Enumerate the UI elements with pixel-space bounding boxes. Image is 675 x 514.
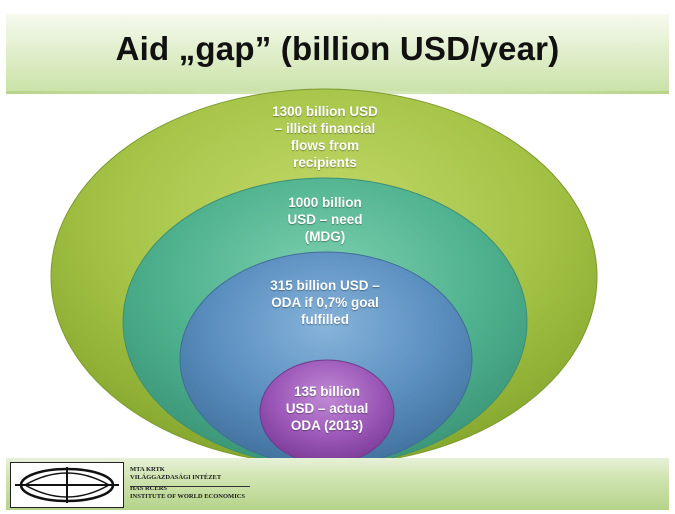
footer-band: MTA KRTK VILÁGGAZDASÁGI INTÉZET HAS RCER… <box>6 458 669 510</box>
label-line: ODA if 0,7% goal <box>271 295 379 310</box>
institute-name: MTA KRTK VILÁGGAZDASÁGI INTÉZET HAS RCER… <box>130 466 245 500</box>
institute-line: INSTITUTE OF WORLD ECONOMICS <box>130 492 246 500</box>
label-need-mdg: 1000 billion USD – need (MDG) <box>270 194 380 245</box>
label-line: USD – need <box>287 212 363 227</box>
nested-ellipses-diagram <box>50 88 598 467</box>
slide: Aid „gap” (billion USD/year) <box>6 14 669 510</box>
label-illicit-flows: 1300 billion USD – illicit financial flo… <box>250 103 400 171</box>
label-line: 1300 billion USD <box>272 104 378 119</box>
slide-title: Aid „gap” (billion USD/year) <box>115 30 560 67</box>
label-line: 315 billion USD – <box>270 278 380 293</box>
label-line: – illicit financial <box>274 121 376 136</box>
label-oda-goal: 315 billion USD – ODA if 0,7% goal fulfi… <box>250 277 400 328</box>
title-band: Aid „gap” (billion USD/year) <box>6 14 669 94</box>
label-line: (MDG) <box>304 229 346 244</box>
label-line: fulfilled <box>301 312 349 327</box>
label-line: 1000 billion <box>288 195 362 210</box>
label-line: recipients <box>293 155 357 170</box>
label-line: flows from <box>290 138 360 153</box>
institute-line: HAS RCERS <box>130 485 168 492</box>
institute-line: VILÁGGAZDASÁGI INTÉZET <box>130 473 222 481</box>
institute-logo <box>10 462 124 508</box>
label-line: 135 billion <box>293 384 361 399</box>
divider <box>130 486 250 487</box>
globe-logo-icon <box>15 467 119 503</box>
institute-line: MTA KRTK <box>130 466 165 473</box>
label-actual-oda: 135 billion USD – actual ODA (2013) <box>275 383 379 434</box>
label-line: USD – actual <box>285 401 369 416</box>
label-line: ODA (2013) <box>290 418 364 433</box>
